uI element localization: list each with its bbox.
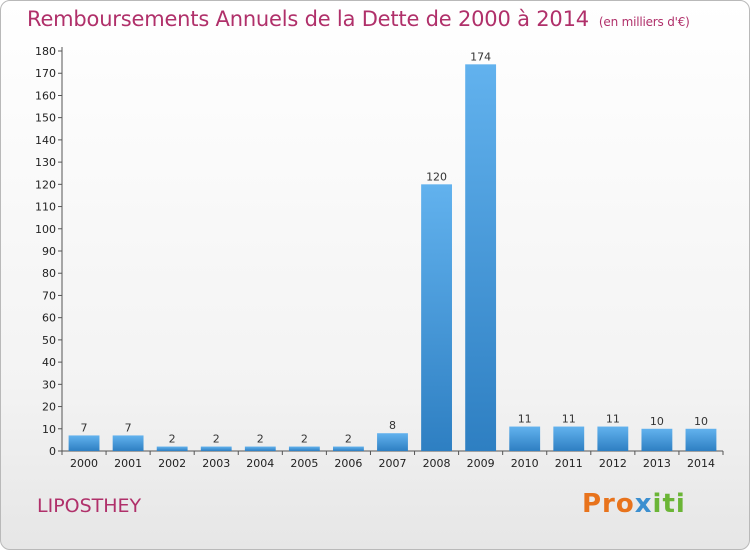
y-tick-label: 160: [35, 89, 56, 102]
bar-2008: [421, 184, 452, 452]
data-label-2010: 11: [518, 413, 532, 426]
bar-2002: [156, 446, 188, 451]
x-tick-label-2009: 2009: [467, 457, 495, 470]
bar-2001: [112, 435, 144, 451]
chart-title: Remboursements Annuels de la Dette de 20…: [27, 7, 690, 31]
data-label-2000: 7: [81, 421, 88, 434]
data-label-2012: 11: [606, 413, 620, 426]
bar-2003: [200, 446, 232, 451]
data-label-2002: 2: [169, 433, 176, 446]
y-tick-label: 20: [42, 401, 56, 414]
data-label-2008: 120: [426, 170, 447, 183]
bar-2014: [685, 428, 717, 451]
x-tick-label-2014: 2014: [687, 457, 715, 470]
data-label-2006: 2: [345, 433, 352, 446]
commune-name: LIPOSTHEY: [37, 495, 142, 517]
bar-2000: [68, 435, 100, 451]
y-tick-label: 80: [42, 267, 56, 280]
data-label-2011: 11: [562, 413, 576, 426]
x-tick-label-2007: 2007: [379, 457, 407, 470]
data-label-2014: 10: [694, 415, 708, 428]
y-tick-label: 40: [42, 356, 56, 369]
proxiti-logo: Proxiti: [582, 489, 686, 519]
y-tick-label: 130: [35, 156, 56, 169]
y-tick-label: 100: [35, 223, 56, 236]
data-label-2005: 2: [301, 433, 308, 446]
x-tick-label-2001: 2001: [114, 457, 142, 470]
data-label-2009: 174: [470, 50, 491, 63]
y-tick-label: 70: [42, 289, 56, 302]
x-tick-label-2000: 2000: [70, 457, 98, 470]
y-tick-label: 170: [35, 67, 56, 80]
y-tick-label: 140: [35, 134, 56, 147]
y-tick-label: 150: [35, 112, 56, 125]
data-label-2004: 2: [257, 433, 264, 446]
y-tick-label: 50: [42, 334, 56, 347]
x-tick-label-2005: 2005: [290, 457, 318, 470]
y-tick-label: 90: [42, 245, 56, 258]
bar-2005: [288, 446, 320, 451]
bar-2010: [509, 426, 541, 451]
bar-2013: [641, 428, 673, 451]
chart-subtitle: (en milliers d'€): [598, 15, 690, 29]
bar-2006: [333, 446, 364, 451]
data-label-2007: 8: [389, 419, 396, 432]
x-tick-label-2013: 2013: [643, 457, 671, 470]
bar-2009: [465, 64, 497, 452]
x-tick-label-2011: 2011: [555, 457, 583, 470]
x-tick-label-2010: 2010: [511, 457, 539, 470]
bar-2012: [597, 426, 629, 451]
x-tick-label-2004: 2004: [246, 457, 274, 470]
data-label-2013: 10: [650, 415, 664, 428]
y-tick-label: 180: [35, 45, 56, 58]
x-tick-label-2003: 2003: [202, 457, 230, 470]
y-tick-label: 120: [35, 178, 56, 191]
y-tick-label: 60: [42, 312, 56, 325]
data-label-2001: 7: [125, 421, 132, 434]
y-tick-label: 0: [49, 445, 56, 458]
y-tick-label: 30: [42, 378, 56, 391]
bar-2004: [244, 446, 276, 451]
data-label-2003: 2: [213, 433, 220, 446]
bar-2011: [553, 426, 585, 451]
y-tick-label: 10: [42, 423, 56, 436]
x-tick-label-2002: 2002: [158, 457, 186, 470]
x-tick-label-2012: 2012: [599, 457, 627, 470]
x-tick-label-2006: 2006: [334, 457, 362, 470]
x-tick-label-2008: 2008: [423, 457, 451, 470]
bar-2007: [377, 433, 408, 451]
y-tick-label: 110: [35, 201, 56, 214]
